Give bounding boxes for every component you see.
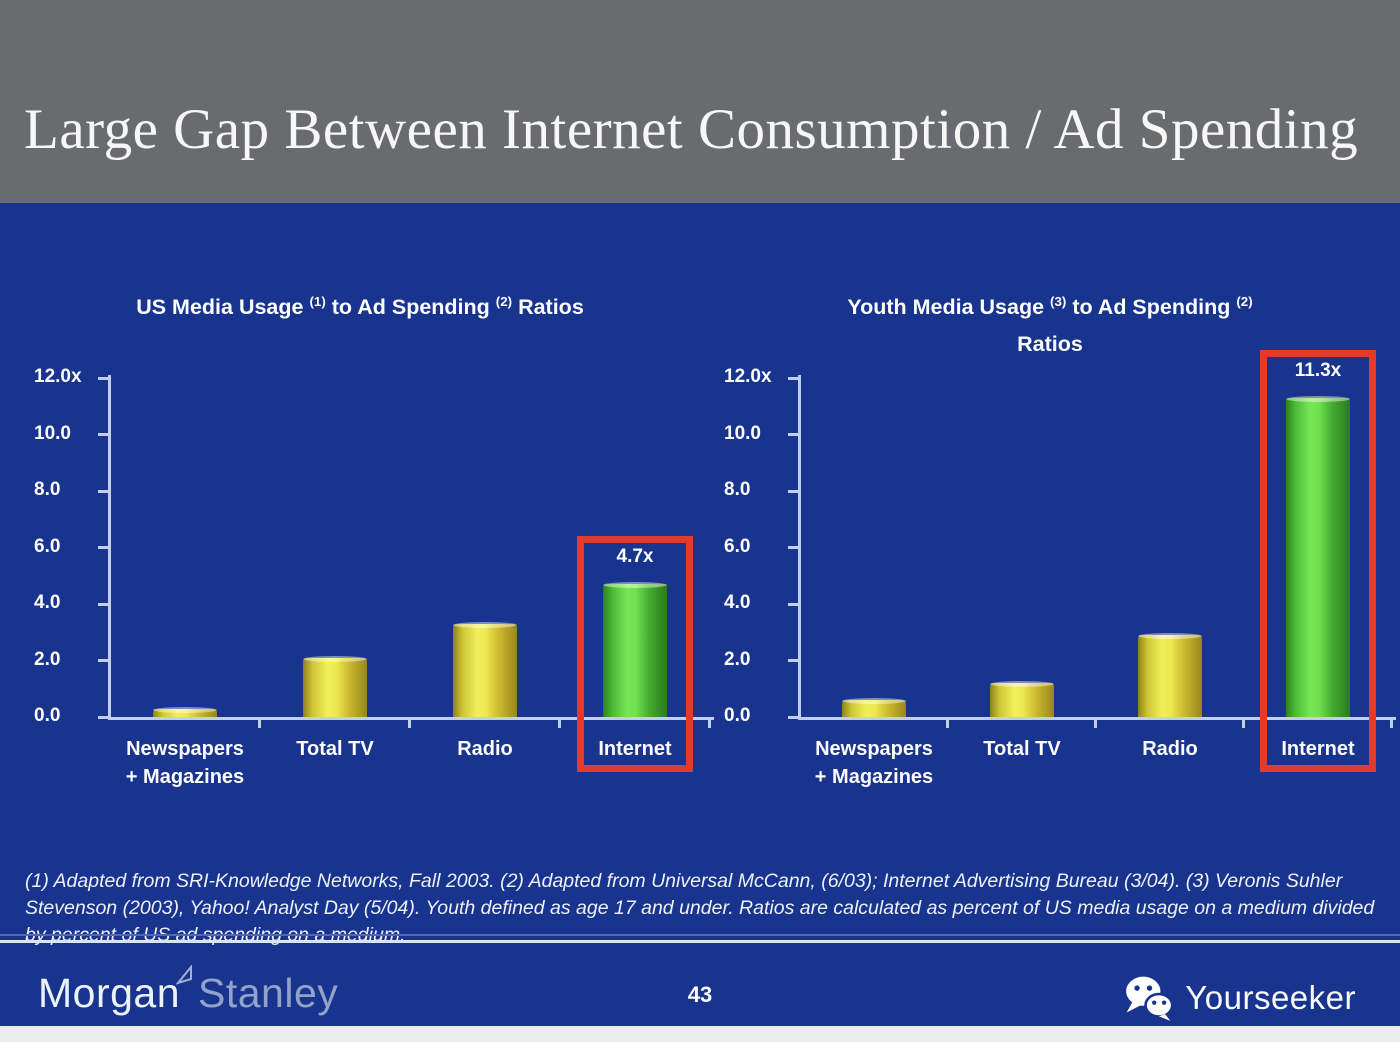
category-label: Internet [1281, 738, 1355, 760]
chart-title-line: US Media Usage (1) to Ad Spending (2) Ra… [30, 290, 690, 327]
value-label: 11.3x [1294, 359, 1342, 381]
bar-total-tv [990, 681, 1054, 717]
chart-title: US Media Usage (1) to Ad Spending (2) Ra… [30, 290, 690, 327]
y-axis-label: 8.0 [34, 479, 61, 500]
chart-title-superscript: (3) [1050, 294, 1067, 310]
x-axis-tick [1390, 719, 1393, 728]
watermark-label: Yourseeker [1185, 979, 1356, 1016]
x-axis-tick [708, 719, 711, 728]
chart-title-text: to Ad Spending [331, 295, 490, 319]
highlight-box [577, 536, 693, 772]
y-axis-label: 12.0x [724, 366, 772, 387]
chart-us-media-usage: US Media Usage (1) to Ad Spending (2) Ra… [30, 286, 714, 816]
y-axis-label: 4.0 [34, 592, 61, 613]
x-axis-tick [558, 719, 561, 728]
footer-divider-light [0, 940, 1400, 943]
brand-morgan: Morgan [38, 970, 181, 1016]
bar-radio [1138, 633, 1202, 717]
chart-title-superscript: (2) [495, 294, 513, 310]
chart-title-text: to Ad Spending [1072, 295, 1231, 319]
y-axis-tick [98, 376, 108, 380]
bottom-strip [0, 1026, 1400, 1042]
slide-title: Large Gap Between Internet Consumption /… [24, 98, 1359, 161]
x-axis-line [108, 717, 714, 720]
y-axis-label: 12.0x [34, 366, 82, 387]
category-label: Total TV [983, 738, 1061, 760]
chart-title-text: Ratios [518, 295, 584, 319]
yourseeker-watermark: Yourseeker [1123, 974, 1356, 1022]
y-axis-tick [98, 433, 108, 436]
category-label: Radio [1142, 738, 1198, 760]
y-axis-label: 10.0 [34, 422, 71, 444]
chart-title-line: Ratios [720, 327, 1380, 361]
chart-title-superscript: (2) [1236, 294, 1253, 310]
plot-area: 12.0x 10.0 8.0 6.0 4.0 2.0 0.0 Newspapers + Maga… [724, 349, 1396, 788]
y-axis-tick [98, 546, 108, 549]
bar-radio [453, 621, 517, 717]
category-label: Newspapers + Magazines [814, 738, 934, 788]
y-axis-line [108, 375, 111, 720]
chart-title-text: Youth Media Usage [847, 295, 1045, 319]
plot-area: 12.0x 10.0 8.0 6.0 4.0 2.0 0.0 Newspapers + Maga… [34, 366, 714, 788]
y-axis-tick [788, 602, 798, 606]
chart-title-text: Ratios [1017, 332, 1083, 356]
y-axis-label: 0.0 [724, 705, 751, 726]
footer-divider-dark [0, 934, 1400, 936]
y-axis-tick [788, 376, 798, 380]
y-axis-label: 0.0 [34, 705, 61, 726]
bar-internet [603, 582, 667, 717]
y-axis-tick [788, 715, 798, 719]
slide-header: Large Gap Between Internet Consumption /… [0, 0, 1400, 203]
y-axis-tick [98, 715, 108, 719]
y-axis-tick [788, 489, 798, 493]
y-axis-label: 6.0 [34, 535, 61, 557]
x-axis-line [798, 717, 1396, 720]
y-axis-tick [98, 489, 108, 493]
wechat-icon [1126, 976, 1174, 1021]
bar-newspapers-magazines [842, 698, 906, 717]
bar-internet [1286, 395, 1350, 717]
x-axis-tick [1094, 719, 1097, 728]
y-axis-tick [788, 546, 798, 549]
value-label: 4.7x [616, 546, 654, 568]
y-axis-label: 2.0 [724, 648, 751, 670]
y-axis-tick [98, 602, 108, 606]
category-label: Newspapers + Magazines [125, 738, 245, 788]
y-axis-line [798, 375, 801, 720]
bar-total-tv [303, 655, 367, 717]
category-label: Radio [457, 738, 513, 760]
y-axis-label: 8.0 [724, 479, 751, 500]
y-axis-label: 6.0 [724, 535, 751, 557]
y-axis-label: 10.0 [724, 422, 761, 444]
bar-newspapers-magazines [153, 706, 217, 717]
footnote: (1) Adapted from SRI-Knowledge Networks,… [25, 870, 1375, 946]
y-axis-tick [98, 659, 108, 662]
x-axis-tick [1242, 719, 1245, 728]
y-axis-label: 4.0 [724, 592, 751, 613]
chart-title-superscript: (1) [309, 294, 326, 310]
brand-stanley: Stanley [198, 970, 339, 1016]
category-label: Total TV [296, 738, 374, 760]
page-number: 43 [687, 982, 713, 1007]
y-axis-label: 2.0 [34, 648, 61, 670]
x-axis-tick [258, 719, 261, 728]
chart-title: Youth Media Usage (3) to Ad Spending (2)… [720, 290, 1380, 361]
chart-youth-media-usage: Youth Media Usage (3) to Ad Spending (2)… [720, 286, 1396, 816]
pennant-icon [175, 964, 193, 985]
y-axis-tick [788, 433, 798, 436]
morgan-stanley-logo: Morgan Stanley [38, 964, 339, 1017]
y-axis-tick [788, 659, 798, 662]
category-label: Internet [598, 738, 672, 760]
x-axis-tick [408, 719, 411, 728]
chart-title-line: Youth Media Usage (3) to Ad Spending (2) [720, 290, 1380, 327]
x-axis-tick [946, 719, 949, 728]
highlight-box [1260, 349, 1376, 772]
chart-title-text: US Media Usage [136, 295, 304, 319]
